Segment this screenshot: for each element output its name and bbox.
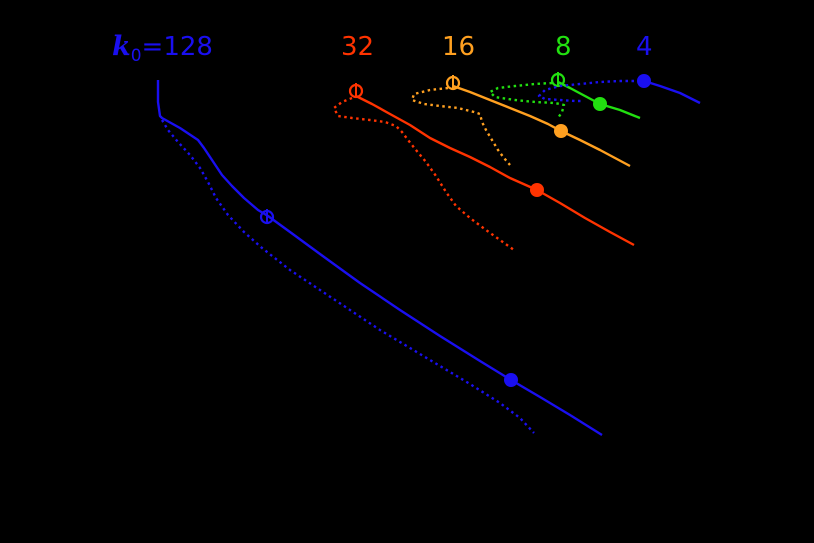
filled-circle-marker-k0-8 (593, 97, 607, 111)
label-k-symbol: k (112, 31, 131, 62)
solid-curve-k0-4 (643, 79, 701, 105)
dotted-curve-k0-16 (410, 86, 511, 166)
series-label-4: 4 (636, 32, 653, 62)
solid-curve-k0-8 (557, 80, 641, 120)
series-label-k128: k0=128 (112, 31, 213, 66)
filled-circle-marker-k0-4 (637, 74, 651, 88)
series-label-16: 16 (442, 32, 475, 62)
label-value-128: =128 (142, 32, 213, 62)
curves-group (156, 72, 701, 437)
label-subscript: 0 (131, 46, 142, 66)
series-label-32: 32 (341, 32, 374, 62)
solid-curve-k0-32 (355, 94, 635, 247)
series-labels-group: k0=128 32 16 8 4 (112, 31, 653, 66)
filled-circle-marker-k0-128 (504, 373, 518, 387)
filled-circle-marker-k0-32 (530, 183, 544, 197)
solid-curve-k0-128 (156, 80, 603, 437)
filled-circle-marker-k0-16 (554, 124, 568, 138)
dotted-curve-k0-8 (488, 81, 566, 119)
solid-curve-k0-16 (452, 84, 631, 168)
series-label-8: 8 (555, 32, 572, 62)
dotted-curve-k0-128 (160, 119, 535, 434)
